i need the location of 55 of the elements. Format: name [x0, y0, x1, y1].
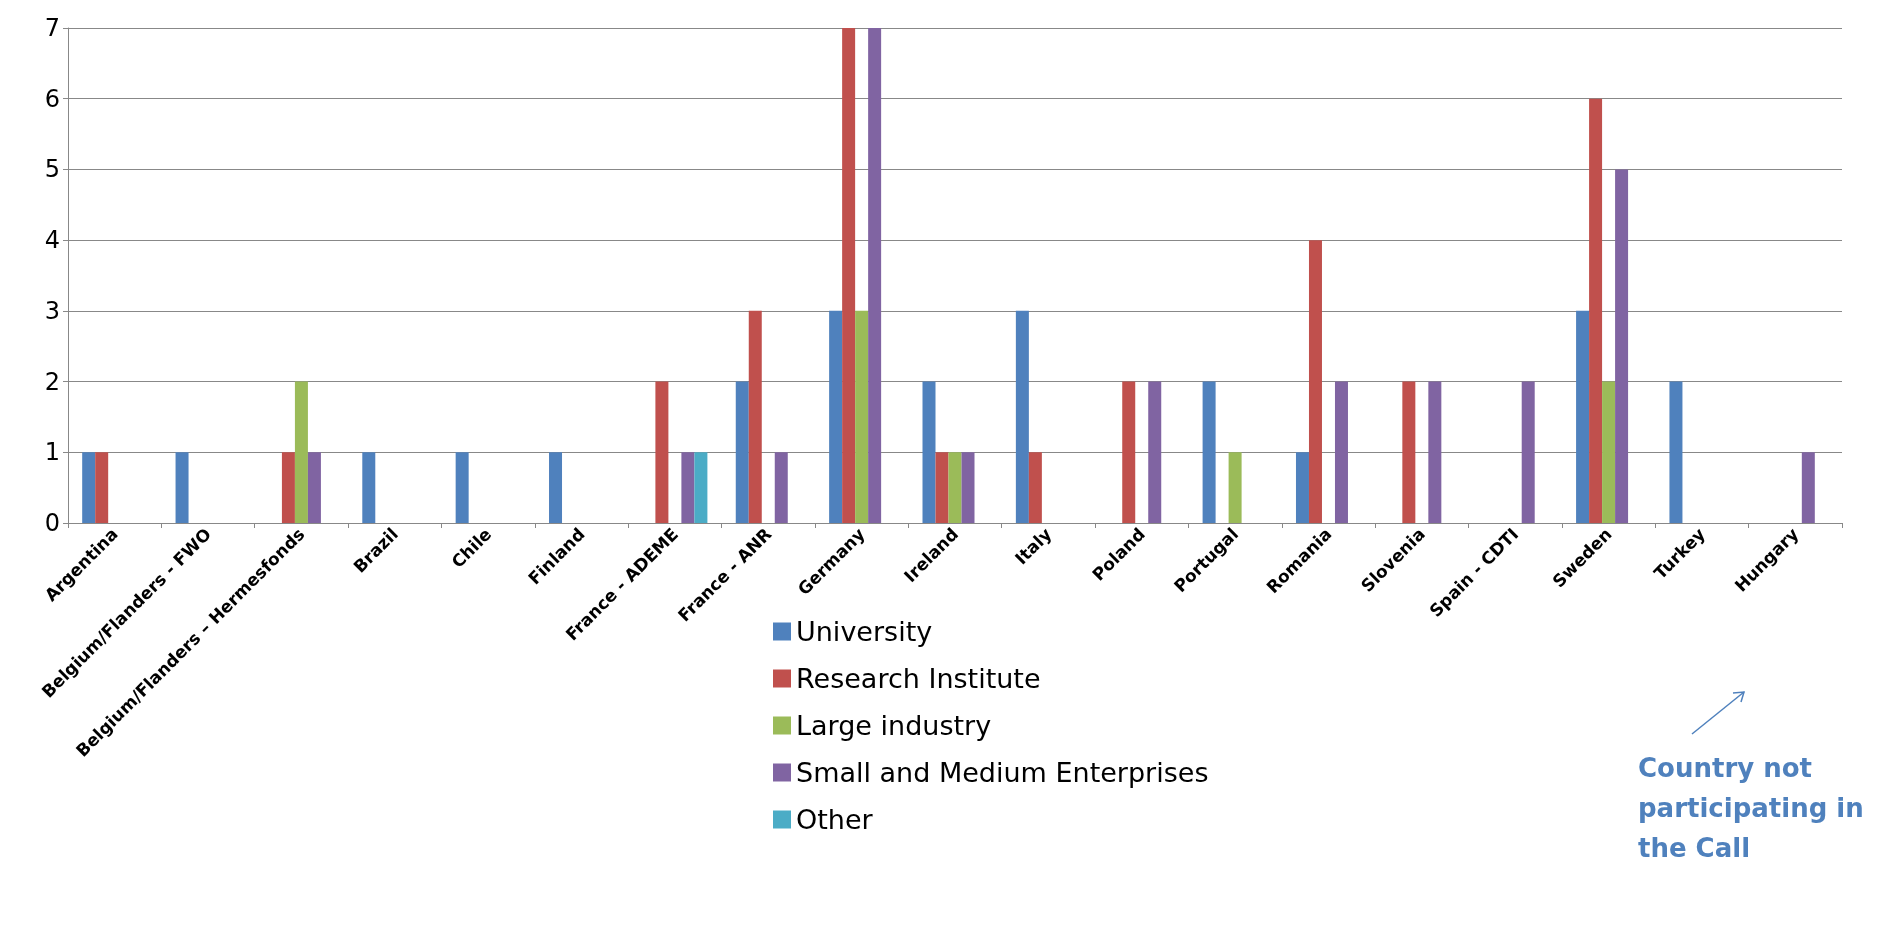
y-tick-label: 4 [44, 226, 60, 255]
bar [774, 452, 788, 523]
bar [935, 452, 949, 523]
legend-label: Research Institute [796, 663, 1041, 694]
bar [1576, 310, 1590, 523]
bar [855, 310, 869, 523]
bar [1028, 452, 1042, 523]
bar [82, 452, 96, 523]
bar [681, 452, 695, 523]
bar [748, 310, 762, 523]
y-tick-label: 0 [44, 509, 60, 537]
bar [455, 452, 469, 523]
bar [95, 452, 109, 523]
y-tick-label: 1 [44, 438, 60, 467]
bar [1202, 381, 1216, 523]
bar [1295, 452, 1309, 523]
y-tick-label: 7 [44, 14, 60, 42]
bar [961, 452, 975, 523]
bar [1615, 169, 1629, 523]
legend-label: University [796, 616, 933, 647]
bar [1521, 381, 1535, 523]
bar [1428, 381, 1442, 523]
bar [868, 28, 882, 523]
bar [922, 381, 936, 523]
bar [948, 452, 962, 523]
bar [1334, 381, 1348, 523]
legend-label: Large industry [796, 710, 992, 741]
bar [1602, 381, 1616, 523]
bar [1015, 310, 1029, 523]
legend-label: Other [796, 804, 874, 835]
bar [307, 452, 321, 523]
bar [1669, 381, 1683, 523]
bar [829, 310, 843, 523]
y-tick-label: 6 [44, 84, 60, 113]
bar [549, 452, 563, 523]
bar [1801, 452, 1815, 523]
bar [694, 452, 708, 523]
bar [1148, 381, 1162, 523]
bar [1228, 452, 1242, 523]
bar [362, 452, 376, 523]
y-tick-label: 2 [44, 367, 60, 396]
bar [281, 452, 295, 523]
bar [1589, 98, 1603, 523]
bar [1308, 240, 1322, 523]
bar [655, 381, 669, 523]
bar [175, 452, 189, 523]
y-tick-label: 3 [44, 296, 60, 325]
bar [1402, 381, 1416, 523]
legend-label: Small and Medium Enterprises [796, 757, 1209, 788]
bar [842, 28, 856, 523]
text: Country not participating in the Call [1638, 753, 1873, 863]
bar [1122, 381, 1136, 523]
bar [735, 381, 749, 523]
bar [294, 381, 308, 523]
y-tick-label: 5 [44, 155, 60, 184]
